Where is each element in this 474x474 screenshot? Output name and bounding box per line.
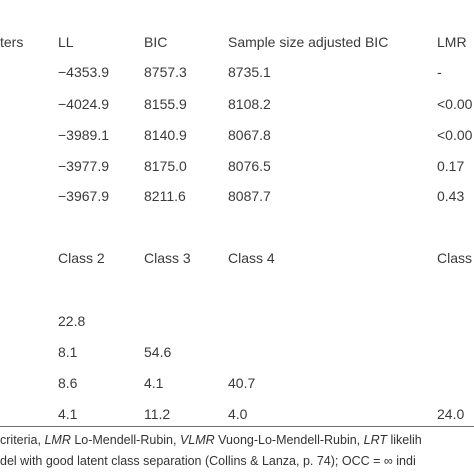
class-c3: 11.2 (144, 406, 171, 422)
footnote-text: criteria, (0, 433, 45, 447)
fit-sabic: 8087.7 (228, 188, 271, 204)
fit-ll: −3977.9 (58, 158, 109, 174)
class-header-2: Class 2 (58, 250, 105, 266)
fit-lmr: <0.00 (437, 96, 473, 112)
footnote-abbr-lrt: LRT (363, 433, 388, 447)
footnote-text: Lo-Mendell-Rubin, (70, 433, 180, 447)
fit-sabic: 8067.8 (228, 127, 271, 143)
footnote-text: likelih (387, 433, 422, 447)
class-header-4: Class 4 (228, 250, 275, 266)
header-lmr: LMR (437, 34, 467, 50)
fit-ll: −4024.9 (58, 96, 109, 112)
fit-lmr: - (437, 64, 442, 80)
footnote-line-2: del with good latent class separation (C… (0, 454, 416, 468)
fit-sabic: 8735.1 (228, 64, 271, 80)
fit-lmr: 0.43 (437, 188, 465, 204)
class-header-3: Class 3 (144, 250, 191, 266)
fit-bic: 8155.9 (144, 96, 187, 112)
footnote-line-1: criteria, LMR Lo-Mendell-Rubin, VLMR Vuo… (0, 433, 422, 448)
fit-ll: −3989.1 (58, 127, 109, 143)
class-c3: 54.6 (144, 344, 172, 360)
class-c4: 40.7 (228, 375, 256, 391)
fit-lmr: 0.17 (437, 158, 465, 174)
table-bottom-rule (0, 426, 474, 427)
fit-bic: 8140.9 (144, 127, 187, 143)
footnote-abbr-lmr: LMR (44, 433, 71, 447)
fit-bic: 8175.0 (144, 158, 187, 174)
class-c5: 24.0 (437, 406, 465, 422)
fit-lmr: <0.00 (437, 127, 473, 143)
class-c2: 8.6 (58, 375, 78, 391)
fit-sabic: 8076.5 (228, 158, 271, 174)
fit-ll: −4353.9 (58, 64, 109, 80)
fit-bic: 8211.6 (144, 188, 186, 204)
fit-bic: 8757.3 (144, 64, 187, 80)
class-c2: 8.1 (58, 344, 78, 360)
class-c4: 4.0 (228, 406, 248, 422)
footnote-text: Vuong-Lo-Mendell-Rubin, (214, 433, 364, 447)
fit-sabic: 8108.2 (228, 96, 271, 112)
class-c2: 22.8 (58, 313, 86, 329)
header-params: ters (0, 34, 24, 50)
header-sabic: Sample size adjusted BIC (228, 34, 389, 50)
header-bic: BIC (144, 34, 168, 50)
fit-ll: −3967.9 (58, 188, 109, 204)
class-header-5: Class (437, 250, 473, 266)
class-c3: 4.1 (144, 375, 164, 391)
header-ll: LL (58, 34, 74, 50)
footnote-abbr-vlmr: VLMR (179, 433, 215, 447)
class-c2: 4.1 (58, 406, 78, 422)
